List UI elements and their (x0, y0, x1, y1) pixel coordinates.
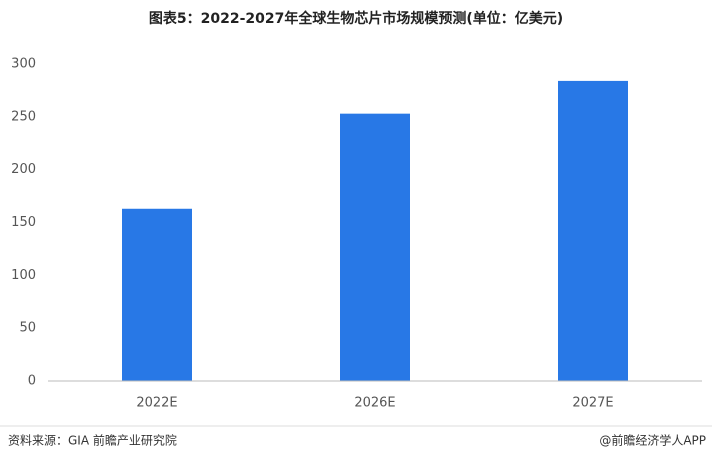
y-tick-label: 0 (28, 374, 36, 389)
y-tick-label: 200 (11, 162, 36, 177)
y-tick-label: 50 (19, 321, 36, 336)
x-tick-label: 2027E (572, 396, 613, 411)
y-tick-label: 300 (11, 57, 36, 72)
y-tick-label: 250 (11, 109, 36, 124)
y-tick-label: 100 (11, 268, 36, 283)
x-tick-label: 2026E (354, 396, 395, 411)
bar (340, 113, 410, 381)
y-tick-label: 150 (11, 215, 36, 230)
x-tick-label: 2022E (136, 396, 177, 411)
bar (122, 208, 192, 381)
source-note: 资料来源：GIA 前瞻产业研究院 (8, 433, 177, 448)
chart-title: 图表5：2022-2027年全球生物芯片市场规模预测(单位：亿美元) (149, 10, 563, 27)
bar (558, 80, 628, 381)
credit-note: @前瞻经济学人APP (599, 433, 706, 448)
